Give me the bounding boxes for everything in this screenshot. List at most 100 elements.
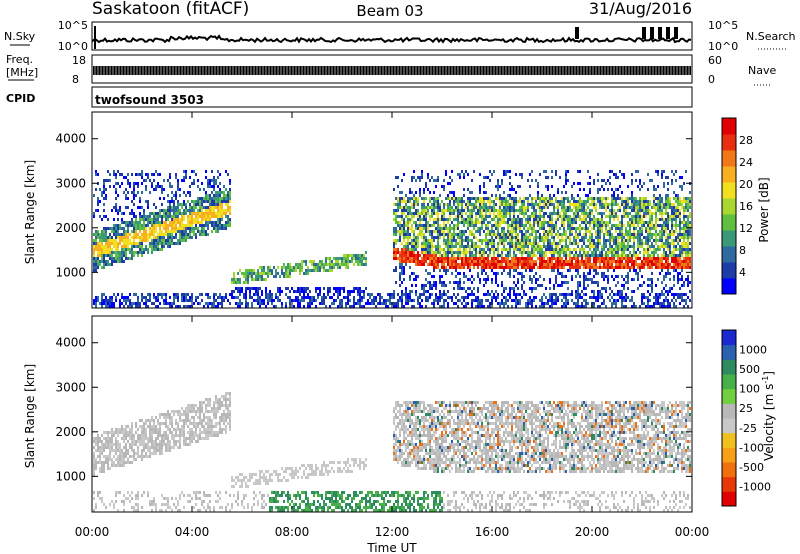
heatmap-cell (269, 299, 271, 302)
heatmap-cell (613, 200, 615, 203)
heatmap-cell (589, 203, 591, 206)
heatmap-cell (611, 275, 613, 278)
heatmap-cell (409, 218, 411, 221)
heatmap-cell (97, 251, 99, 254)
heatmap-cell (569, 293, 571, 296)
heatmap-cell (209, 209, 211, 212)
heatmap-cell (153, 296, 155, 299)
heatmap-cell (117, 251, 119, 254)
heatmap-cell (211, 185, 213, 188)
heatmap-cell (103, 236, 105, 239)
heatmap-cell (509, 212, 511, 215)
heatmap-cell (503, 203, 505, 206)
heatmap-cell (593, 251, 595, 254)
heatmap-cell (437, 299, 439, 302)
heatmap-cell (483, 257, 485, 260)
heatmap-cell (595, 266, 597, 269)
heatmap-cell (127, 257, 129, 260)
heatmap-cell (581, 203, 583, 206)
heatmap-cell (599, 242, 601, 245)
heatmap-cell (463, 275, 465, 278)
heatmap-cell (607, 281, 609, 284)
heatmap-cell (161, 233, 163, 236)
heatmap-cell (573, 182, 575, 185)
heatmap-cell (317, 263, 319, 266)
heatmap-cell (549, 293, 551, 296)
heatmap-cell (347, 254, 349, 257)
heatmap-cell (167, 194, 169, 197)
heatmap-cell (411, 272, 413, 275)
heatmap-cell (177, 239, 179, 242)
heatmap-cell (469, 209, 471, 212)
heatmap-cell (479, 191, 481, 194)
heatmap-cell (537, 197, 539, 200)
heatmap-cell (249, 287, 251, 290)
heatmap-cell (401, 266, 403, 269)
heatmap-cell (117, 227, 119, 230)
heatmap-cell (577, 254, 579, 257)
heatmap-cell (243, 293, 245, 296)
heatmap-cell (569, 203, 571, 206)
heatmap-cell (537, 191, 539, 194)
heatmap-cell (583, 248, 585, 251)
heatmap-cell (259, 296, 261, 299)
heatmap-cell (447, 236, 449, 239)
heatmap-cell (521, 287, 523, 290)
heatmap-cell (405, 206, 407, 209)
heatmap-cell (455, 266, 457, 269)
heatmap-cell (405, 263, 407, 266)
heatmap-cell (173, 230, 175, 233)
heatmap-cell (439, 230, 441, 233)
heatmap-cell (533, 215, 535, 218)
cpid-program: twofsound 3503 (95, 93, 204, 107)
heatmap-cell (119, 242, 121, 245)
heatmap-cell (251, 278, 253, 281)
heatmap-cell (163, 197, 165, 200)
heatmap-cell (479, 302, 481, 305)
heatmap-cell (403, 209, 405, 212)
heatmap-cell (433, 275, 435, 278)
heatmap-cell (425, 245, 427, 248)
heatmap-cell (315, 266, 317, 269)
heatmap-cell (479, 206, 481, 209)
heatmap-cell (205, 209, 207, 212)
heatmap-cell (507, 230, 509, 233)
heatmap-cell (557, 296, 559, 299)
heatmap-cell (415, 293, 417, 296)
heatmap-cell (589, 224, 591, 227)
heatmap-cell (93, 215, 95, 218)
heatmap-cell (141, 176, 143, 179)
heatmap-cell (269, 290, 271, 293)
heatmap-cell (155, 230, 157, 233)
heatmap-cell (603, 188, 605, 191)
heatmap-cell (625, 296, 627, 299)
heatmap-cell (115, 176, 117, 179)
heatmap-cell (225, 170, 227, 173)
heatmap-cell (329, 287, 331, 290)
heatmap-cell (143, 302, 145, 305)
heatmap-cell (275, 272, 277, 275)
heatmap-cell (461, 200, 463, 203)
heatmap-cell (161, 221, 163, 224)
heatmap-cell (449, 245, 451, 248)
heatmap-cell (173, 299, 175, 302)
heatmap-cell (611, 248, 613, 251)
heatmap-cell (425, 248, 427, 251)
heatmap-cell (201, 299, 203, 302)
heatmap-cell (269, 293, 271, 296)
heatmap-cell (571, 185, 573, 188)
heatmap-cell (215, 299, 217, 302)
heatmap-cell (215, 293, 217, 296)
heatmap-cell (495, 224, 497, 227)
heatmap-cell (95, 305, 97, 308)
heatmap-cell (441, 305, 443, 308)
heatmap-cell (613, 302, 615, 305)
heatmap-cell (527, 254, 529, 257)
heatmap-cell (183, 176, 185, 179)
heatmap-cell (581, 302, 583, 305)
heatmap-cell (271, 296, 273, 299)
heatmap-cell (595, 197, 597, 200)
heatmap-cell (221, 218, 223, 221)
heatmap-cell (245, 275, 247, 278)
heatmap-cell (265, 293, 267, 296)
